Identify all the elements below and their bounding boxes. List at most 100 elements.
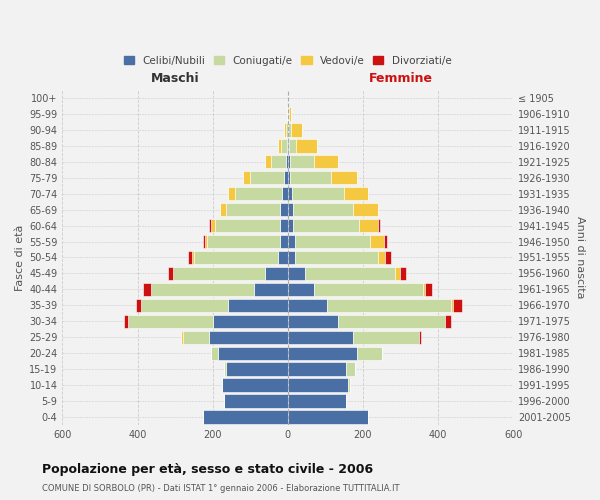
Bar xyxy=(143,282,151,296)
Bar xyxy=(265,266,288,280)
Bar xyxy=(226,203,280,216)
Bar xyxy=(192,250,194,264)
Bar xyxy=(288,234,295,248)
Bar xyxy=(205,234,207,248)
Bar xyxy=(242,171,250,184)
Bar xyxy=(151,282,254,296)
Bar xyxy=(278,250,288,264)
Bar xyxy=(378,250,385,264)
Bar xyxy=(188,250,192,264)
Bar xyxy=(124,314,128,328)
Bar xyxy=(212,314,288,328)
Bar xyxy=(383,234,387,248)
Bar xyxy=(338,314,445,328)
Bar xyxy=(288,250,295,264)
Bar xyxy=(370,234,383,248)
Bar xyxy=(331,171,357,184)
Bar xyxy=(288,203,293,216)
Bar xyxy=(136,298,141,312)
Text: Maschi: Maschi xyxy=(151,72,199,85)
Bar xyxy=(265,155,271,168)
Bar xyxy=(288,362,346,376)
Bar xyxy=(359,219,378,232)
Bar xyxy=(291,123,302,136)
Bar xyxy=(227,187,235,200)
Bar xyxy=(211,346,218,360)
Bar xyxy=(215,219,280,232)
Bar xyxy=(250,171,284,184)
Bar xyxy=(271,155,286,168)
Bar xyxy=(235,187,282,200)
Bar xyxy=(385,250,391,264)
Bar xyxy=(353,330,419,344)
Bar xyxy=(286,123,288,136)
Bar xyxy=(423,282,425,296)
Bar xyxy=(288,187,292,200)
Bar xyxy=(128,314,212,328)
Bar xyxy=(222,378,288,392)
Bar xyxy=(284,123,286,136)
Bar xyxy=(194,250,278,264)
Bar xyxy=(292,187,344,200)
Legend: Celibi/Nubili, Coniugati/e, Vedovi/e, Divorziati/e: Celibi/Nubili, Coniugati/e, Vedovi/e, Di… xyxy=(120,52,455,70)
Text: COMUNE DI SORBOLO (PR) - Dati ISTAT 1° gennaio 2006 - Elaborazione TUTTITALIA.IT: COMUNE DI SORBOLO (PR) - Dati ISTAT 1° g… xyxy=(42,484,400,493)
Bar xyxy=(353,203,378,216)
Bar xyxy=(220,203,226,216)
Text: Popolazione per età, sesso e stato civile - 2006: Popolazione per età, sesso e stato civil… xyxy=(42,462,373,475)
Bar xyxy=(290,171,331,184)
Bar xyxy=(209,219,211,232)
Text: Femmine: Femmine xyxy=(368,72,433,85)
Bar xyxy=(203,234,205,248)
Bar xyxy=(278,139,281,152)
Bar xyxy=(348,378,350,392)
Bar xyxy=(254,282,288,296)
Bar xyxy=(286,155,288,168)
Bar xyxy=(445,314,451,328)
Bar xyxy=(182,330,209,344)
Bar xyxy=(378,219,380,232)
Bar xyxy=(295,250,378,264)
Bar xyxy=(451,298,453,312)
Bar xyxy=(284,171,288,184)
Bar xyxy=(344,187,368,200)
Bar xyxy=(281,139,287,152)
Bar xyxy=(290,155,314,168)
Bar xyxy=(288,282,314,296)
Bar xyxy=(419,330,421,344)
Y-axis label: Fasce di età: Fasce di età xyxy=(15,224,25,290)
Bar xyxy=(288,346,357,360)
Bar xyxy=(211,219,215,232)
Bar xyxy=(203,410,288,424)
Bar xyxy=(288,314,338,328)
Bar xyxy=(288,394,346,408)
Bar xyxy=(226,362,288,376)
Bar xyxy=(289,107,291,120)
Bar xyxy=(173,266,265,280)
Bar xyxy=(218,346,288,360)
Bar xyxy=(280,234,288,248)
Bar xyxy=(288,266,305,280)
Bar xyxy=(293,203,353,216)
Bar xyxy=(357,346,382,360)
Bar xyxy=(207,234,280,248)
Bar xyxy=(227,298,288,312)
Bar xyxy=(282,187,288,200)
Bar xyxy=(288,155,290,168)
Bar xyxy=(288,330,353,344)
Bar xyxy=(181,330,182,344)
Bar xyxy=(400,266,406,280)
Bar xyxy=(280,203,288,216)
Bar xyxy=(288,378,348,392)
Bar xyxy=(167,266,173,280)
Bar xyxy=(288,298,327,312)
Bar xyxy=(288,139,289,152)
Bar xyxy=(296,139,317,152)
Bar xyxy=(288,107,289,120)
Bar xyxy=(314,155,338,168)
Bar xyxy=(224,394,288,408)
Y-axis label: Anni di nascita: Anni di nascita xyxy=(575,216,585,298)
Bar xyxy=(288,219,293,232)
Bar xyxy=(288,410,368,424)
Bar xyxy=(141,298,227,312)
Bar xyxy=(425,282,433,296)
